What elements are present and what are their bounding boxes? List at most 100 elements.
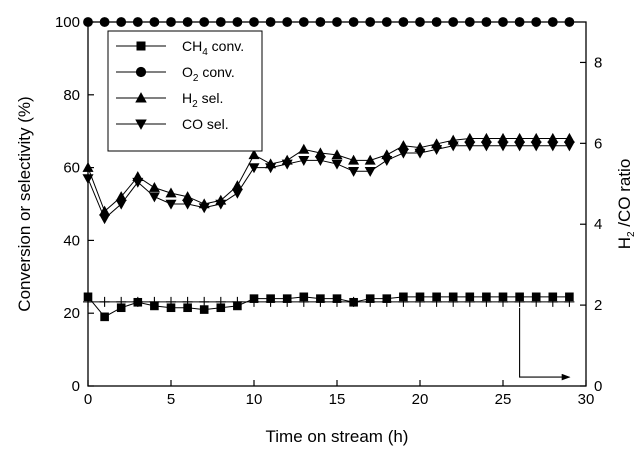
data-point (149, 17, 160, 27)
series-line (87, 145, 570, 220)
annotation-layer (519, 307, 571, 381)
y-tick-label: 40 (63, 232, 80, 249)
data-point (248, 163, 260, 174)
legend-label: CO sel. (182, 116, 229, 132)
data-point (199, 17, 210, 27)
x-tick-label: 5 (167, 391, 175, 408)
data-point (431, 17, 442, 27)
y2-tick-label: 8 (594, 54, 602, 71)
data-point (381, 296, 392, 307)
data-point (182, 296, 193, 307)
data-point (232, 296, 243, 307)
data-point (83, 17, 93, 27)
data-point (531, 17, 542, 27)
data-point (82, 161, 94, 172)
data-point (148, 192, 160, 203)
x-tick-label: 20 (412, 391, 429, 408)
series-layer (82, 17, 575, 322)
data-point (315, 296, 326, 307)
data-point (564, 296, 575, 307)
data-point (481, 296, 492, 307)
data-point (332, 17, 342, 27)
x-tick-label: 10 (246, 391, 263, 408)
data-point (165, 199, 177, 210)
data-point (415, 296, 425, 307)
y-tick-label: 80 (63, 87, 80, 104)
data-point (182, 199, 194, 210)
data-point (498, 17, 508, 27)
series-circle (83, 17, 575, 27)
x-tick-label: 25 (495, 391, 512, 408)
data-point (215, 17, 226, 27)
data-point (564, 17, 575, 27)
data-point (298, 17, 309, 27)
data-point (464, 17, 475, 27)
data-point (415, 17, 425, 27)
data-point (100, 312, 109, 322)
data-point (530, 141, 542, 152)
data-point (348, 296, 359, 307)
data-point (99, 214, 111, 225)
data-point (447, 141, 459, 152)
data-point (397, 148, 409, 159)
data-point (249, 296, 259, 307)
data-point (481, 17, 492, 27)
y2-tick-label: 4 (594, 216, 602, 233)
y-axis-ticks: 0 20 40 60 80 100 (55, 14, 94, 395)
data-point (348, 154, 360, 165)
data-point (215, 199, 227, 210)
legend-marker (135, 66, 147, 78)
legend-entry: CH4 conv. (116, 38, 244, 58)
data-point (99, 17, 110, 27)
data-point (398, 296, 409, 307)
data-point (298, 143, 310, 154)
data-point (116, 17, 127, 27)
data-point (115, 199, 127, 210)
data-point (182, 17, 193, 27)
data-point (165, 187, 177, 198)
data-point (331, 149, 343, 160)
data-point (265, 17, 276, 27)
legend-marker (135, 119, 147, 130)
data-point (348, 166, 360, 177)
data-point (199, 296, 210, 307)
legend-entry: CO sel. (116, 116, 229, 132)
data-point (448, 17, 459, 27)
data-point (148, 182, 160, 192)
data-point (547, 17, 558, 27)
data-point (298, 156, 310, 166)
y-axis-title: Conversion or selectivity (%) (15, 96, 34, 311)
data-point (514, 141, 526, 152)
data-point (514, 17, 525, 27)
data-point (132, 177, 144, 188)
y2-axis-title-main: H (615, 237, 634, 249)
data-point (231, 188, 243, 199)
data-point (149, 296, 160, 307)
data-point (315, 17, 326, 27)
legend-label: O2 conv. (182, 64, 235, 84)
data-point (198, 203, 210, 214)
data-point (381, 17, 392, 27)
data-point (132, 17, 143, 27)
data-point (547, 296, 558, 307)
series-line (87, 296, 570, 318)
series-plus (83, 296, 575, 307)
data-point (547, 141, 559, 152)
legend-marker (135, 92, 147, 103)
data-point (514, 296, 525, 307)
data-point (314, 156, 326, 166)
data-point (332, 296, 342, 307)
data-point (381, 156, 393, 166)
data-point (364, 154, 376, 165)
legend: CH4 conv. O2 conv. H2 sel. CO sel. (107, 30, 263, 152)
data-point (215, 296, 226, 307)
data-point (563, 141, 575, 152)
data-point (265, 163, 277, 174)
data-point (365, 296, 376, 307)
legend-label: H2 sel. (182, 90, 223, 110)
y-tick-label: 20 (63, 305, 80, 322)
data-point (166, 17, 176, 27)
legend-entry: H2 sel. (116, 90, 223, 110)
y2-tick-label: 6 (594, 135, 602, 152)
